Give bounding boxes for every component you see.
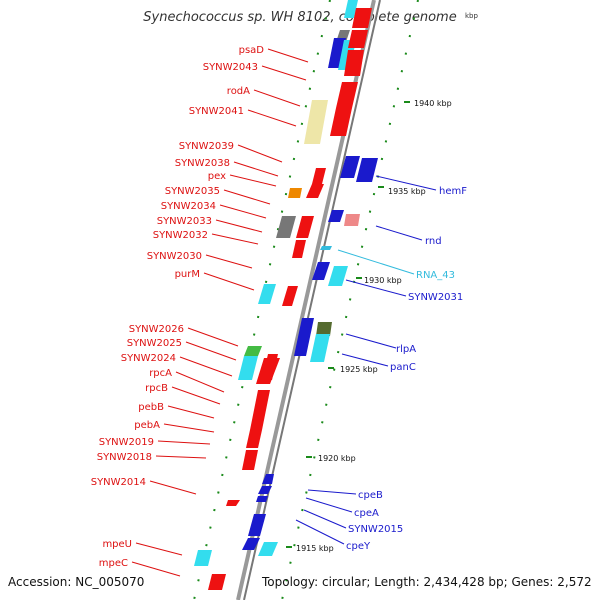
gene-label-mpeC: mpeC: [99, 558, 128, 569]
ruler-label-1925: 1925 kbp: [340, 365, 378, 374]
gene-label-SYNW2041: SYNW2041: [189, 106, 244, 117]
gene-label-SYNW2035: SYNW2035: [165, 186, 220, 197]
gene-label-SYNW2025: SYNW2025: [127, 338, 182, 349]
gene-label-hemF: hemF: [439, 186, 467, 197]
gene-label-panC: panC: [390, 362, 416, 373]
gene-label-cpeY: cpeY: [346, 541, 371, 552]
gene-label-pebB: pebB: [138, 402, 164, 413]
ruler-label-1935: 1935 kbp: [388, 187, 426, 196]
feature-top-cyan: [344, 0, 358, 18]
gene-label-SYNW2039: SYNW2039: [179, 141, 234, 152]
gene-label-cpeA: cpeA: [354, 508, 379, 519]
gene-arrows-right: [242, 156, 378, 556]
ruler-labels: 1940 kbp 1935 kbp 1930 kbp 1925 kbp 1920…: [296, 99, 452, 553]
accession-text: Accession: NC_005070: [8, 575, 145, 589]
feature-green-cyan: [238, 346, 262, 380]
feature-cyan-left: [258, 284, 276, 304]
genome-title: Synechococcus sp. WH 8102, complete geno…: [143, 10, 457, 25]
gene-label-SYNW2032: SYNW2032: [153, 230, 208, 241]
gene-label-SYNW2033: SYNW2033: [157, 216, 212, 227]
gene-label-SYNW2030: SYNW2030: [147, 251, 202, 262]
gene-label-SYNW2024: SYNW2024: [121, 353, 176, 364]
gene-label-SYNW2014: SYNW2014: [91, 477, 146, 488]
ruler-label-1940: 1940 kbp: [414, 99, 452, 108]
gene-arrows-left: [208, 8, 372, 590]
feature-yellow: [304, 100, 328, 144]
gene-label-RNA_43: RNA_43: [416, 270, 455, 281]
left-gene-labels: psaD SYNW2043 rodA SYNW2041 SYNW2039 SYN…: [91, 45, 265, 569]
feature-gray: [276, 216, 296, 238]
ruler-label-1915: 1915 kbp: [296, 544, 334, 553]
gene-label-cpeB: cpeB: [358, 490, 383, 501]
gene-label-SYNW2018: SYNW2018: [97, 452, 152, 463]
ruler-label-1920: 1920 kbp: [318, 454, 356, 463]
leader-lines-left: [131, 48, 309, 577]
ruler-label-1930: 1930 kbp: [364, 276, 402, 285]
gene-label-SYNW2038: SYNW2038: [175, 158, 230, 169]
gene-label-SYNW2026: SYNW2026: [129, 324, 184, 335]
gene-label-pebA: pebA: [134, 420, 160, 431]
gene-label-rpcA: rpcA: [149, 368, 172, 379]
right-gene-labels: hemF rnd RNA_43 SYNW2031 rlpA panC cpeB …: [346, 186, 467, 552]
tick-track-right: [281, 0, 419, 600]
gene-label-SYNW2031: SYNW2031: [408, 292, 463, 303]
gene-label-rnd: rnd: [425, 236, 442, 247]
gene-label-mpeU: mpeU: [102, 539, 132, 550]
ruler-major-ticks: [286, 101, 410, 548]
feature-orange: [288, 188, 302, 198]
gene-label-pex: pex: [208, 171, 226, 182]
leader-lines-right: [295, 175, 437, 545]
genome-summary-text: Topology: circular; Length: 2,434,428 bp…: [262, 575, 592, 589]
gene-label-rlpA: rlpA: [396, 344, 416, 355]
top-kbp-label: kbp: [465, 12, 478, 20]
gene-label-rodA: rodA: [227, 86, 250, 97]
gene-label-rpcB: rpcB: [145, 383, 168, 394]
gene-label-SYNW2034: SYNW2034: [161, 201, 216, 212]
gene-label-SYNW2019: SYNW2019: [99, 437, 154, 448]
gene-label-SYNW2015: SYNW2015: [348, 524, 403, 535]
gene-label-psaD: psaD: [239, 45, 265, 56]
feature-cyan-bottom: [194, 550, 212, 566]
gene-label-SYNW2043: SYNW2043: [203, 62, 258, 73]
gene-label-purM: purM: [175, 269, 200, 280]
